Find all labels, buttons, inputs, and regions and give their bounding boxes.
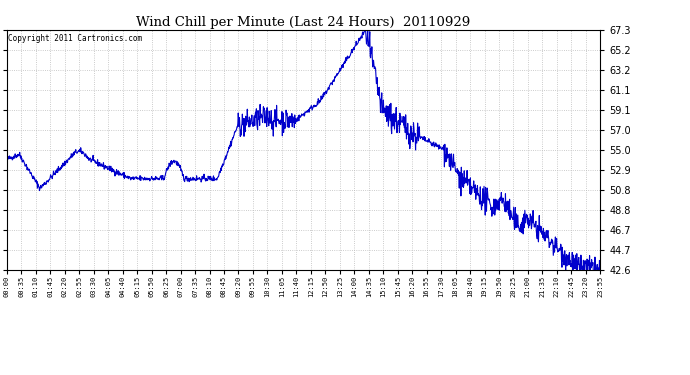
Text: Copyright 2011 Cartronics.com: Copyright 2011 Cartronics.com — [8, 34, 142, 43]
Title: Wind Chill per Minute (Last 24 Hours)  20110929: Wind Chill per Minute (Last 24 Hours) 20… — [137, 16, 471, 29]
